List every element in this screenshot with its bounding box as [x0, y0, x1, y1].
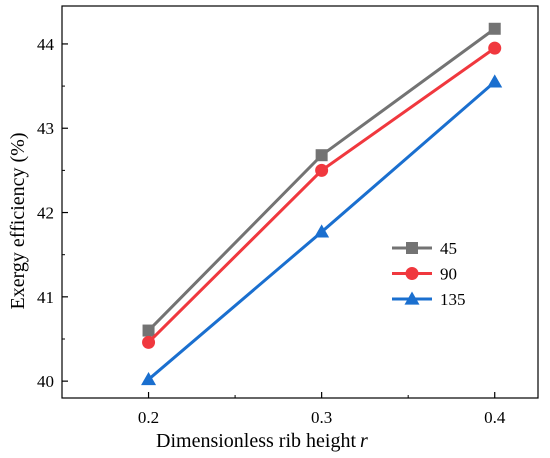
y-axis-title: Exergy efficiency (%) — [7, 133, 29, 310]
legend-marker — [405, 267, 419, 280]
y-axis: 40 41 42 43 44 — [37, 35, 68, 391]
x-tick-label: 0.3 — [311, 408, 332, 427]
series-layer — [141, 22, 503, 386]
legend-label: 135 — [440, 290, 466, 309]
series-135 — [141, 74, 503, 386]
series-90 — [142, 41, 502, 349]
plot-border — [61, 5, 539, 399]
data-point-45 — [488, 22, 501, 35]
data-point-135 — [314, 224, 330, 238]
legend: 45 90 135 — [392, 239, 466, 309]
data-point-90 — [315, 163, 329, 177]
plot-frame — [61, 5, 539, 399]
data-point-135 — [487, 74, 503, 88]
legend-marker — [406, 242, 418, 254]
legend-item-135: 135 — [392, 290, 466, 309]
y-tick-label: 43 — [37, 119, 54, 138]
y-tick-label: 41 — [37, 288, 54, 307]
legend-item-90: 90 — [392, 265, 457, 284]
series-45 — [142, 22, 501, 337]
data-point-45 — [142, 324, 155, 337]
data-point-135 — [141, 371, 157, 386]
x-axis-title-variable: r — [360, 430, 368, 452]
x-axis-title: Dimensionless rib height — [156, 430, 356, 452]
x-axis: 0.2 0.3 0.4 — [61, 392, 506, 427]
data-point-90 — [142, 335, 156, 349]
data-point-45 — [315, 149, 328, 162]
legend-item-45: 45 — [392, 239, 457, 258]
legend-marker — [404, 291, 420, 305]
series-line-45 — [147, 27, 496, 332]
x-tick-label: 0.2 — [138, 408, 159, 427]
x-tick-label: 0.4 — [484, 408, 506, 427]
legend-label: 45 — [440, 239, 457, 258]
y-tick-label: 44 — [37, 35, 55, 54]
legend-label: 90 — [440, 265, 457, 284]
y-tick-label: 40 — [37, 372, 54, 391]
data-point-90 — [488, 41, 502, 55]
y-tick-label: 42 — [37, 204, 54, 223]
